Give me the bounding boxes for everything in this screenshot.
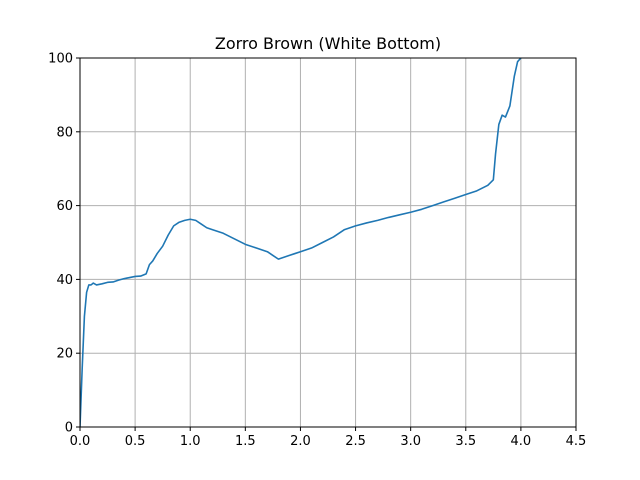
x-tick-label: 1.5 (235, 434, 256, 449)
plot-frame (79, 57, 577, 428)
x-tick-label: 3.5 (455, 434, 476, 449)
chart-title: Zorro Brown (White Bottom) (215, 34, 441, 53)
x-tick-label: 3.0 (400, 434, 421, 449)
x-tick-label: 2.0 (290, 434, 311, 449)
x-tick-label: 1.0 (180, 434, 201, 449)
y-tick-label: 20 (56, 347, 73, 362)
y-tick-label: 80 (56, 125, 73, 140)
y-axis: 0 20 40 60 80 100 (48, 52, 80, 436)
x-tick-label: 4.0 (511, 434, 532, 449)
x-tick-label: 0.0 (70, 434, 91, 449)
y-tick-label: 0 (65, 421, 73, 436)
y-tick-label: 60 (56, 199, 73, 214)
x-tick-label: 0.5 (125, 434, 146, 449)
y-tick-label: 40 (56, 273, 73, 288)
x-tick-label: 2.5 (345, 434, 366, 449)
x-tick-label: 4.5 (566, 434, 587, 449)
x-axis: 0.0 0.5 1.0 1.5 2.0 2.5 3.0 3.5 4.0 4.5 (70, 427, 587, 449)
y-tick-label: 100 (48, 52, 73, 67)
series-line-0 (80, 58, 522, 427)
series-layer (80, 58, 522, 427)
